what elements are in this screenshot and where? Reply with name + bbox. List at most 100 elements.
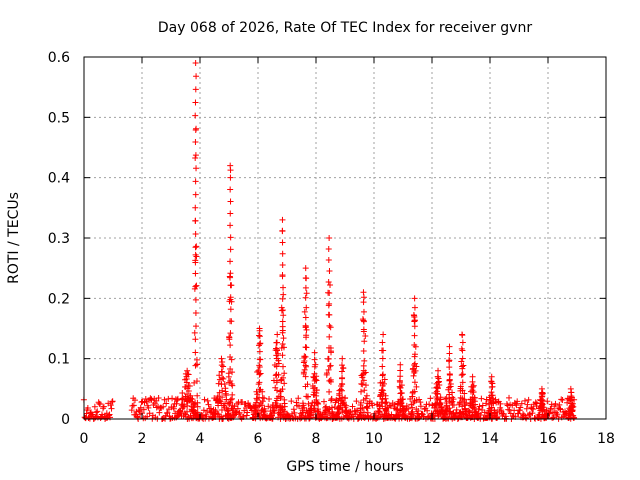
data-point xyxy=(160,403,167,410)
data-point xyxy=(311,356,318,363)
data-point xyxy=(218,400,225,407)
data-point xyxy=(446,391,453,398)
data-point xyxy=(277,393,284,400)
data-point xyxy=(411,397,418,404)
data-point xyxy=(130,402,137,409)
data-point xyxy=(181,401,188,408)
data-point xyxy=(279,352,286,359)
data-point xyxy=(409,404,416,411)
data-point xyxy=(469,409,476,416)
data-point xyxy=(326,322,333,329)
data-point xyxy=(192,217,199,224)
data-point xyxy=(374,414,381,421)
data-point xyxy=(251,408,258,415)
data-point xyxy=(397,367,404,374)
data-point xyxy=(303,326,310,333)
data-point xyxy=(304,393,311,400)
data-point xyxy=(459,379,466,386)
data-point xyxy=(146,410,153,417)
data-point xyxy=(274,347,281,354)
data-point xyxy=(229,391,236,398)
data-point xyxy=(488,378,495,385)
data-point xyxy=(91,403,98,410)
data-point xyxy=(349,403,356,410)
data-point xyxy=(290,406,297,413)
data-point xyxy=(273,371,280,378)
data-point xyxy=(314,400,321,407)
data-point xyxy=(272,372,279,379)
data-point xyxy=(140,406,147,413)
data-point xyxy=(128,407,135,414)
y-ticks: 0 0.1 0.2 0.3 0.4 0.5 0.6 xyxy=(48,50,606,428)
data-point xyxy=(227,246,234,253)
data-point xyxy=(178,396,185,403)
data-point xyxy=(415,410,422,417)
data-point xyxy=(192,362,199,369)
data-point xyxy=(280,335,287,342)
data-point xyxy=(273,387,280,394)
data-point xyxy=(161,396,168,403)
data-point xyxy=(545,410,552,417)
data-point xyxy=(459,339,466,346)
data-point xyxy=(256,363,263,370)
data-point xyxy=(192,349,199,356)
data-point xyxy=(328,404,335,411)
data-point xyxy=(488,404,495,411)
data-point xyxy=(227,366,234,373)
data-point xyxy=(446,364,453,371)
data-point xyxy=(379,403,386,410)
x-axis-label: GPS time / hours xyxy=(286,459,403,475)
data-point xyxy=(311,391,318,398)
data-point xyxy=(301,308,308,315)
y-tick-label: 0.1 xyxy=(48,352,70,368)
data-point xyxy=(567,385,574,392)
data-point xyxy=(100,403,107,410)
data-point xyxy=(218,406,225,413)
data-point xyxy=(302,314,309,321)
data-point xyxy=(446,350,453,357)
data-point xyxy=(332,414,339,421)
data-point xyxy=(279,262,286,269)
data-point xyxy=(190,407,197,414)
data-point xyxy=(288,410,295,417)
data-point xyxy=(405,405,412,412)
data-point xyxy=(182,370,189,377)
data-point xyxy=(310,373,317,380)
data-point xyxy=(192,154,199,161)
data-point xyxy=(437,394,444,401)
data-point xyxy=(426,401,433,408)
data-point xyxy=(273,352,280,359)
data-point xyxy=(190,406,197,413)
data-point xyxy=(469,389,476,396)
data-point xyxy=(273,363,280,370)
data-point xyxy=(459,387,466,394)
data-point xyxy=(360,308,367,315)
data-point xyxy=(216,372,223,379)
y-tick-label: 0.5 xyxy=(48,110,70,126)
data-point xyxy=(434,373,441,380)
data-point xyxy=(219,394,226,401)
data-point xyxy=(363,404,370,411)
data-point xyxy=(227,258,234,265)
x-tick-label: 12 xyxy=(423,431,441,447)
data-point xyxy=(326,267,333,274)
data-point xyxy=(497,400,504,407)
data-point xyxy=(514,398,521,405)
data-point xyxy=(192,231,199,238)
data-point xyxy=(302,284,309,291)
data-point xyxy=(360,328,367,335)
data-point xyxy=(459,355,466,362)
data-point xyxy=(291,409,298,416)
data-point xyxy=(378,399,385,406)
data-point xyxy=(360,367,367,374)
data-point xyxy=(256,394,263,401)
data-point xyxy=(227,210,234,217)
data-point xyxy=(459,347,466,354)
data-point xyxy=(280,284,287,291)
data-point xyxy=(339,381,346,388)
data-point xyxy=(223,392,230,399)
data-point xyxy=(361,387,368,394)
data-point xyxy=(301,358,308,365)
data-point xyxy=(326,300,333,307)
data-point xyxy=(311,363,318,370)
